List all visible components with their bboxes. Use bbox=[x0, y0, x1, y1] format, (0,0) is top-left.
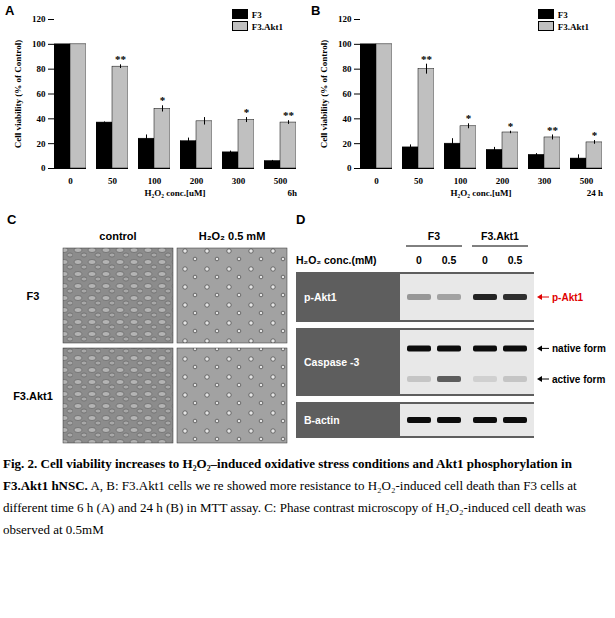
svg-text:**: ** bbox=[547, 123, 559, 135]
svg-text:0: 0 bbox=[347, 163, 352, 173]
svg-text:0.5: 0.5 bbox=[441, 254, 456, 266]
html-text:B: B bbox=[311, 3, 321, 18]
html-text:F3: F3 bbox=[557, 10, 568, 20]
svg-text:20: 20 bbox=[343, 139, 353, 149]
svg-text:H₂O₂ conc.(mM): H₂O₂ conc.(mM) bbox=[296, 254, 377, 266]
html-text:A: A bbox=[5, 3, 15, 18]
svg-text:Cell viability (% of Control): Cell viability (% of Control) bbox=[13, 40, 23, 148]
svg-text:0: 0 bbox=[41, 163, 46, 173]
svg-text:*: * bbox=[592, 129, 598, 141]
svg-text:F3: F3 bbox=[27, 290, 40, 302]
html-text:6h: 6h bbox=[287, 188, 297, 198]
svg-text:40: 40 bbox=[37, 114, 47, 124]
svg-text:40: 40 bbox=[343, 114, 353, 124]
svg-text:native form: native form bbox=[552, 343, 606, 354]
html-text:F3.Akt1: F3.Akt1 bbox=[251, 22, 283, 32]
svg-text:300: 300 bbox=[538, 176, 552, 186]
svg-text:0: 0 bbox=[68, 176, 73, 186]
svg-text:control: control bbox=[99, 230, 136, 242]
html-text:H₂O₂ conc.[uM]: H₂O₂ conc.[uM] bbox=[450, 188, 512, 198]
svg-text:p-Akt1: p-Akt1 bbox=[552, 292, 584, 303]
svg-text:D: D bbox=[296, 212, 305, 227]
svg-text:500: 500 bbox=[274, 176, 288, 186]
svg-text:*: * bbox=[508, 120, 514, 132]
svg-text:F3.Akt1: F3.Akt1 bbox=[481, 230, 519, 242]
html-text:F3.Akt1: F3.Akt1 bbox=[557, 22, 589, 32]
svg-text:60: 60 bbox=[37, 89, 47, 99]
svg-text:100: 100 bbox=[454, 176, 468, 186]
svg-text:50: 50 bbox=[108, 176, 118, 186]
svg-text:p-Akt1: p-Akt1 bbox=[304, 291, 337, 303]
svg-text:0: 0 bbox=[482, 254, 488, 266]
svg-text:500: 500 bbox=[580, 176, 594, 186]
html-text:Fig. 2. Cell viability increas: Fig. 2. Cell viability increases to H₂O₂… bbox=[3, 456, 586, 537]
svg-text:F3: F3 bbox=[427, 230, 439, 242]
svg-text:300: 300 bbox=[232, 176, 246, 186]
svg-text:0: 0 bbox=[416, 254, 422, 266]
svg-text:200: 200 bbox=[496, 176, 510, 186]
svg-text:H₂O₂ 0.5 mM: H₂O₂ 0.5 mM bbox=[199, 230, 266, 242]
html-text:H₂O₂ conc.[uM]: H₂O₂ conc.[uM] bbox=[144, 188, 206, 198]
svg-text:100: 100 bbox=[148, 176, 162, 186]
svg-text:80: 80 bbox=[343, 64, 353, 74]
svg-text:0: 0 bbox=[374, 176, 379, 186]
svg-text:C: C bbox=[7, 212, 17, 227]
svg-text:60: 60 bbox=[343, 89, 353, 99]
svg-text:0.5: 0.5 bbox=[507, 254, 522, 266]
html-text:24 h: 24 h bbox=[586, 188, 603, 198]
svg-text:*: * bbox=[466, 112, 472, 124]
svg-text:120: 120 bbox=[338, 14, 352, 24]
svg-text:*: * bbox=[244, 106, 250, 118]
svg-text:*: * bbox=[160, 94, 166, 106]
svg-text:active form: active form bbox=[552, 374, 605, 385]
svg-text:200: 200 bbox=[190, 176, 204, 186]
svg-text:50: 50 bbox=[414, 176, 424, 186]
svg-text:Caspase -3: Caspase -3 bbox=[304, 356, 360, 368]
svg-text:**: ** bbox=[283, 109, 295, 121]
svg-text:**: ** bbox=[421, 53, 433, 65]
svg-text:100: 100 bbox=[338, 39, 352, 49]
svg-text:F3.Akt1: F3.Akt1 bbox=[13, 390, 53, 402]
svg-text:B-actin: B-actin bbox=[304, 414, 340, 426]
svg-text:120: 120 bbox=[32, 14, 46, 24]
html-text:F3: F3 bbox=[251, 10, 262, 20]
svg-text:20: 20 bbox=[37, 139, 47, 149]
svg-text:**: ** bbox=[115, 53, 127, 65]
svg-text:100: 100 bbox=[32, 39, 46, 49]
svg-text:Cell viability (% of Control): Cell viability (% of Control) bbox=[319, 40, 329, 148]
svg-text:80: 80 bbox=[37, 64, 47, 74]
